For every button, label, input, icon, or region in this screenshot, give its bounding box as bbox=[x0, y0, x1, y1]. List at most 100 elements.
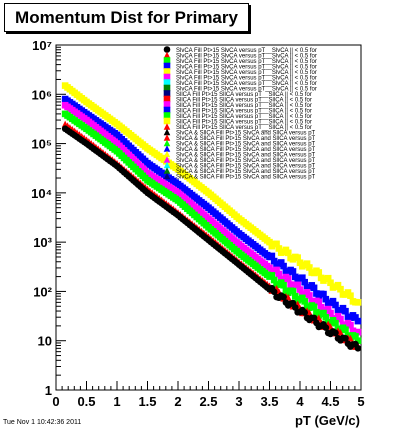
y-tick-label: 10⁶ bbox=[32, 87, 52, 102]
legend-entry: SlvCA Fill Pt>15 SlvCA versus pT__SlvCA … bbox=[163, 84, 317, 93]
data-point bbox=[303, 260, 311, 267]
data-point bbox=[332, 301, 339, 309]
legend-entry: SllCA Fill Pt>15 SllCA versus pT__SllCA … bbox=[163, 112, 312, 120]
y-tick-label: 1 bbox=[45, 383, 52, 398]
data-point bbox=[306, 309, 313, 316]
y-tick-label: 10³ bbox=[33, 235, 52, 250]
data-point bbox=[347, 334, 354, 342]
legend-marker bbox=[163, 79, 171, 86]
data-point bbox=[315, 314, 323, 321]
data-point bbox=[347, 321, 354, 329]
x-tick-label: 2.5 bbox=[199, 394, 217, 409]
chart-title: Momentum Dist for Primary bbox=[4, 3, 249, 32]
legend-entry: SllCA Fill Pt>15 SllCA versus pT__SllCA … bbox=[163, 117, 312, 126]
data-point bbox=[342, 335, 349, 342]
data-point bbox=[273, 240, 280, 248]
legend-label: SlvCA Fill Pt>15 SlvCA versus pT__SlvCA … bbox=[176, 70, 317, 76]
data-point bbox=[315, 298, 323, 306]
legend-marker bbox=[163, 73, 171, 81]
legend-label: SlvCA & SllCA Fill Pt>15 SlvCA and SllCA… bbox=[176, 164, 316, 170]
data-point bbox=[266, 264, 273, 272]
data-point bbox=[347, 292, 354, 299]
data-point bbox=[310, 303, 318, 311]
legend: SlvCA Fill Pt>15 SlvCA versus pT__SlvCA … bbox=[163, 46, 317, 181]
data-point bbox=[320, 290, 327, 298]
data-point bbox=[317, 303, 325, 311]
legend-marker bbox=[163, 112, 171, 119]
data-point bbox=[266, 238, 273, 246]
data-point bbox=[334, 281, 342, 289]
x-axis-ticks: 0 0.5 1 1.5 2 2.5 3 3.5 4 4.5 5 bbox=[52, 381, 365, 409]
data-series-layer bbox=[61, 82, 362, 352]
legend-marker bbox=[163, 51, 171, 59]
legend-entry: SlvCA & SllCA Fill Pt>15 SlvCA and SllCA… bbox=[163, 145, 316, 153]
data-point bbox=[332, 329, 339, 337]
data-point bbox=[352, 333, 359, 340]
legend-marker bbox=[163, 90, 171, 97]
legend-marker bbox=[163, 84, 171, 92]
legend-entry: SlvCA & SllCA Fill Pt>15 SlvCA and SllCA… bbox=[163, 156, 316, 164]
timestamp: Tue Nov 1 10:42:36 2011 bbox=[3, 419, 82, 426]
y-axis-ticks: 1 10 10² 10³ 10⁴ 10⁵ 10⁶ 10⁷ bbox=[31, 38, 66, 398]
data-series bbox=[61, 101, 362, 336]
y-tick-label: 10⁴ bbox=[31, 186, 52, 201]
legend-label: SllCA Fill Pt>15 SllCA versus pT__SllCA … bbox=[176, 120, 312, 126]
data-point bbox=[280, 293, 287, 301]
data-point bbox=[306, 264, 313, 271]
x-tick-label: 5 bbox=[357, 394, 364, 409]
data-point bbox=[324, 305, 332, 313]
data-point bbox=[268, 252, 276, 260]
data-point bbox=[354, 345, 362, 352]
legend-marker bbox=[163, 95, 171, 103]
legend-marker bbox=[163, 128, 171, 136]
legend-entry: SllCA Fill Pt>15 SllCA versus pT__SllCA … bbox=[163, 95, 312, 104]
data-point bbox=[296, 286, 304, 293]
legend-entry: SlvCA Fill Pt>15 SlvCA versus pT__SlvCA … bbox=[163, 62, 317, 71]
legend-marker bbox=[163, 145, 171, 152]
legend-label: SlvCA Fill Pt>15 SlvCA versus pT__SlvCA … bbox=[176, 65, 317, 71]
legend-marker bbox=[163, 134, 171, 141]
data-point bbox=[299, 274, 306, 282]
legend-marker bbox=[163, 172, 171, 180]
legend-entry: SlvCA & SllCA Fill Pt>15 SlvCA and SllCA… bbox=[163, 167, 316, 175]
data-point bbox=[342, 307, 349, 315]
legend-label: SlvCA & SllCA Fill Pt>15 SlvCA and SllCA… bbox=[176, 153, 316, 159]
legend-label: SlvCA Fill Pt>15 SlvCA versus pT__SlvCA … bbox=[176, 48, 317, 54]
legend-marker bbox=[163, 106, 171, 114]
legend-marker bbox=[163, 156, 171, 163]
data-point bbox=[354, 328, 362, 336]
data-point bbox=[275, 270, 283, 278]
legend-entry: SllCA Fill Pt>15 SllCA versus pT__SllCA … bbox=[163, 101, 312, 109]
legend-label: SllCA Fill Pt>15 SllCA versus pT__SllCA … bbox=[176, 114, 312, 120]
y-tick-label: 10⁷ bbox=[32, 38, 52, 53]
legend-entry: SlvCA Fill Pt>15 SlvCA versus pT__SlvCA … bbox=[163, 57, 317, 65]
data-point bbox=[354, 337, 362, 345]
legend-label: SlvCA & SllCA Fill Pt>15 SlvCA and SllCA… bbox=[176, 175, 316, 181]
data-point bbox=[354, 299, 362, 306]
data-series bbox=[61, 125, 362, 352]
x-tick-label: 3 bbox=[235, 394, 242, 409]
x-tick-label: 0 bbox=[52, 394, 59, 409]
data-point bbox=[301, 278, 308, 286]
legend-marker bbox=[163, 101, 171, 108]
data-point bbox=[289, 287, 297, 295]
x-tick-label: 4 bbox=[296, 394, 304, 409]
legend-label: SlvCA & SllCA Fill Pt>15 SlvCA and SllCA… bbox=[176, 169, 316, 175]
x-tick-label: 2 bbox=[174, 394, 181, 409]
legend-marker bbox=[163, 167, 171, 174]
legend-entry: SlvCA & SllCA Fill Pt>15 SlvCA and SllCA… bbox=[163, 139, 316, 148]
data-point bbox=[270, 288, 278, 296]
data-point bbox=[299, 294, 306, 302]
legend-marker bbox=[163, 46, 171, 53]
x-tick-label: 1 bbox=[113, 394, 120, 409]
legend-entry: SlvCA Fill Pt>15 SlvCA versus pT__SlvCA … bbox=[163, 68, 317, 76]
legend-entry: SllCA Fill Pt>15 SllCA versus pT__SllCA … bbox=[163, 90, 312, 98]
legend-entry: SlvCA Fill Pt>15 SlvCA versus pT__SlvCA … bbox=[163, 73, 317, 82]
legend-label: SllCA Fill Pt>15 SllCA versus pT__SllCA … bbox=[176, 125, 312, 131]
x-tick-label: 0.5 bbox=[77, 394, 95, 409]
legend-marker bbox=[163, 150, 171, 158]
data-point bbox=[322, 314, 330, 321]
legend-entry: SlvCA & SllCA Fill Pt>15 SlvCA and SllCA… bbox=[163, 128, 316, 137]
x-tick-label: 1.5 bbox=[138, 394, 156, 409]
x-tick-label: 4.5 bbox=[321, 394, 339, 409]
